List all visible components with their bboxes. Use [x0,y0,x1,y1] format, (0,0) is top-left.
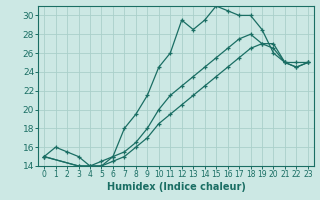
X-axis label: Humidex (Indice chaleur): Humidex (Indice chaleur) [107,182,245,192]
